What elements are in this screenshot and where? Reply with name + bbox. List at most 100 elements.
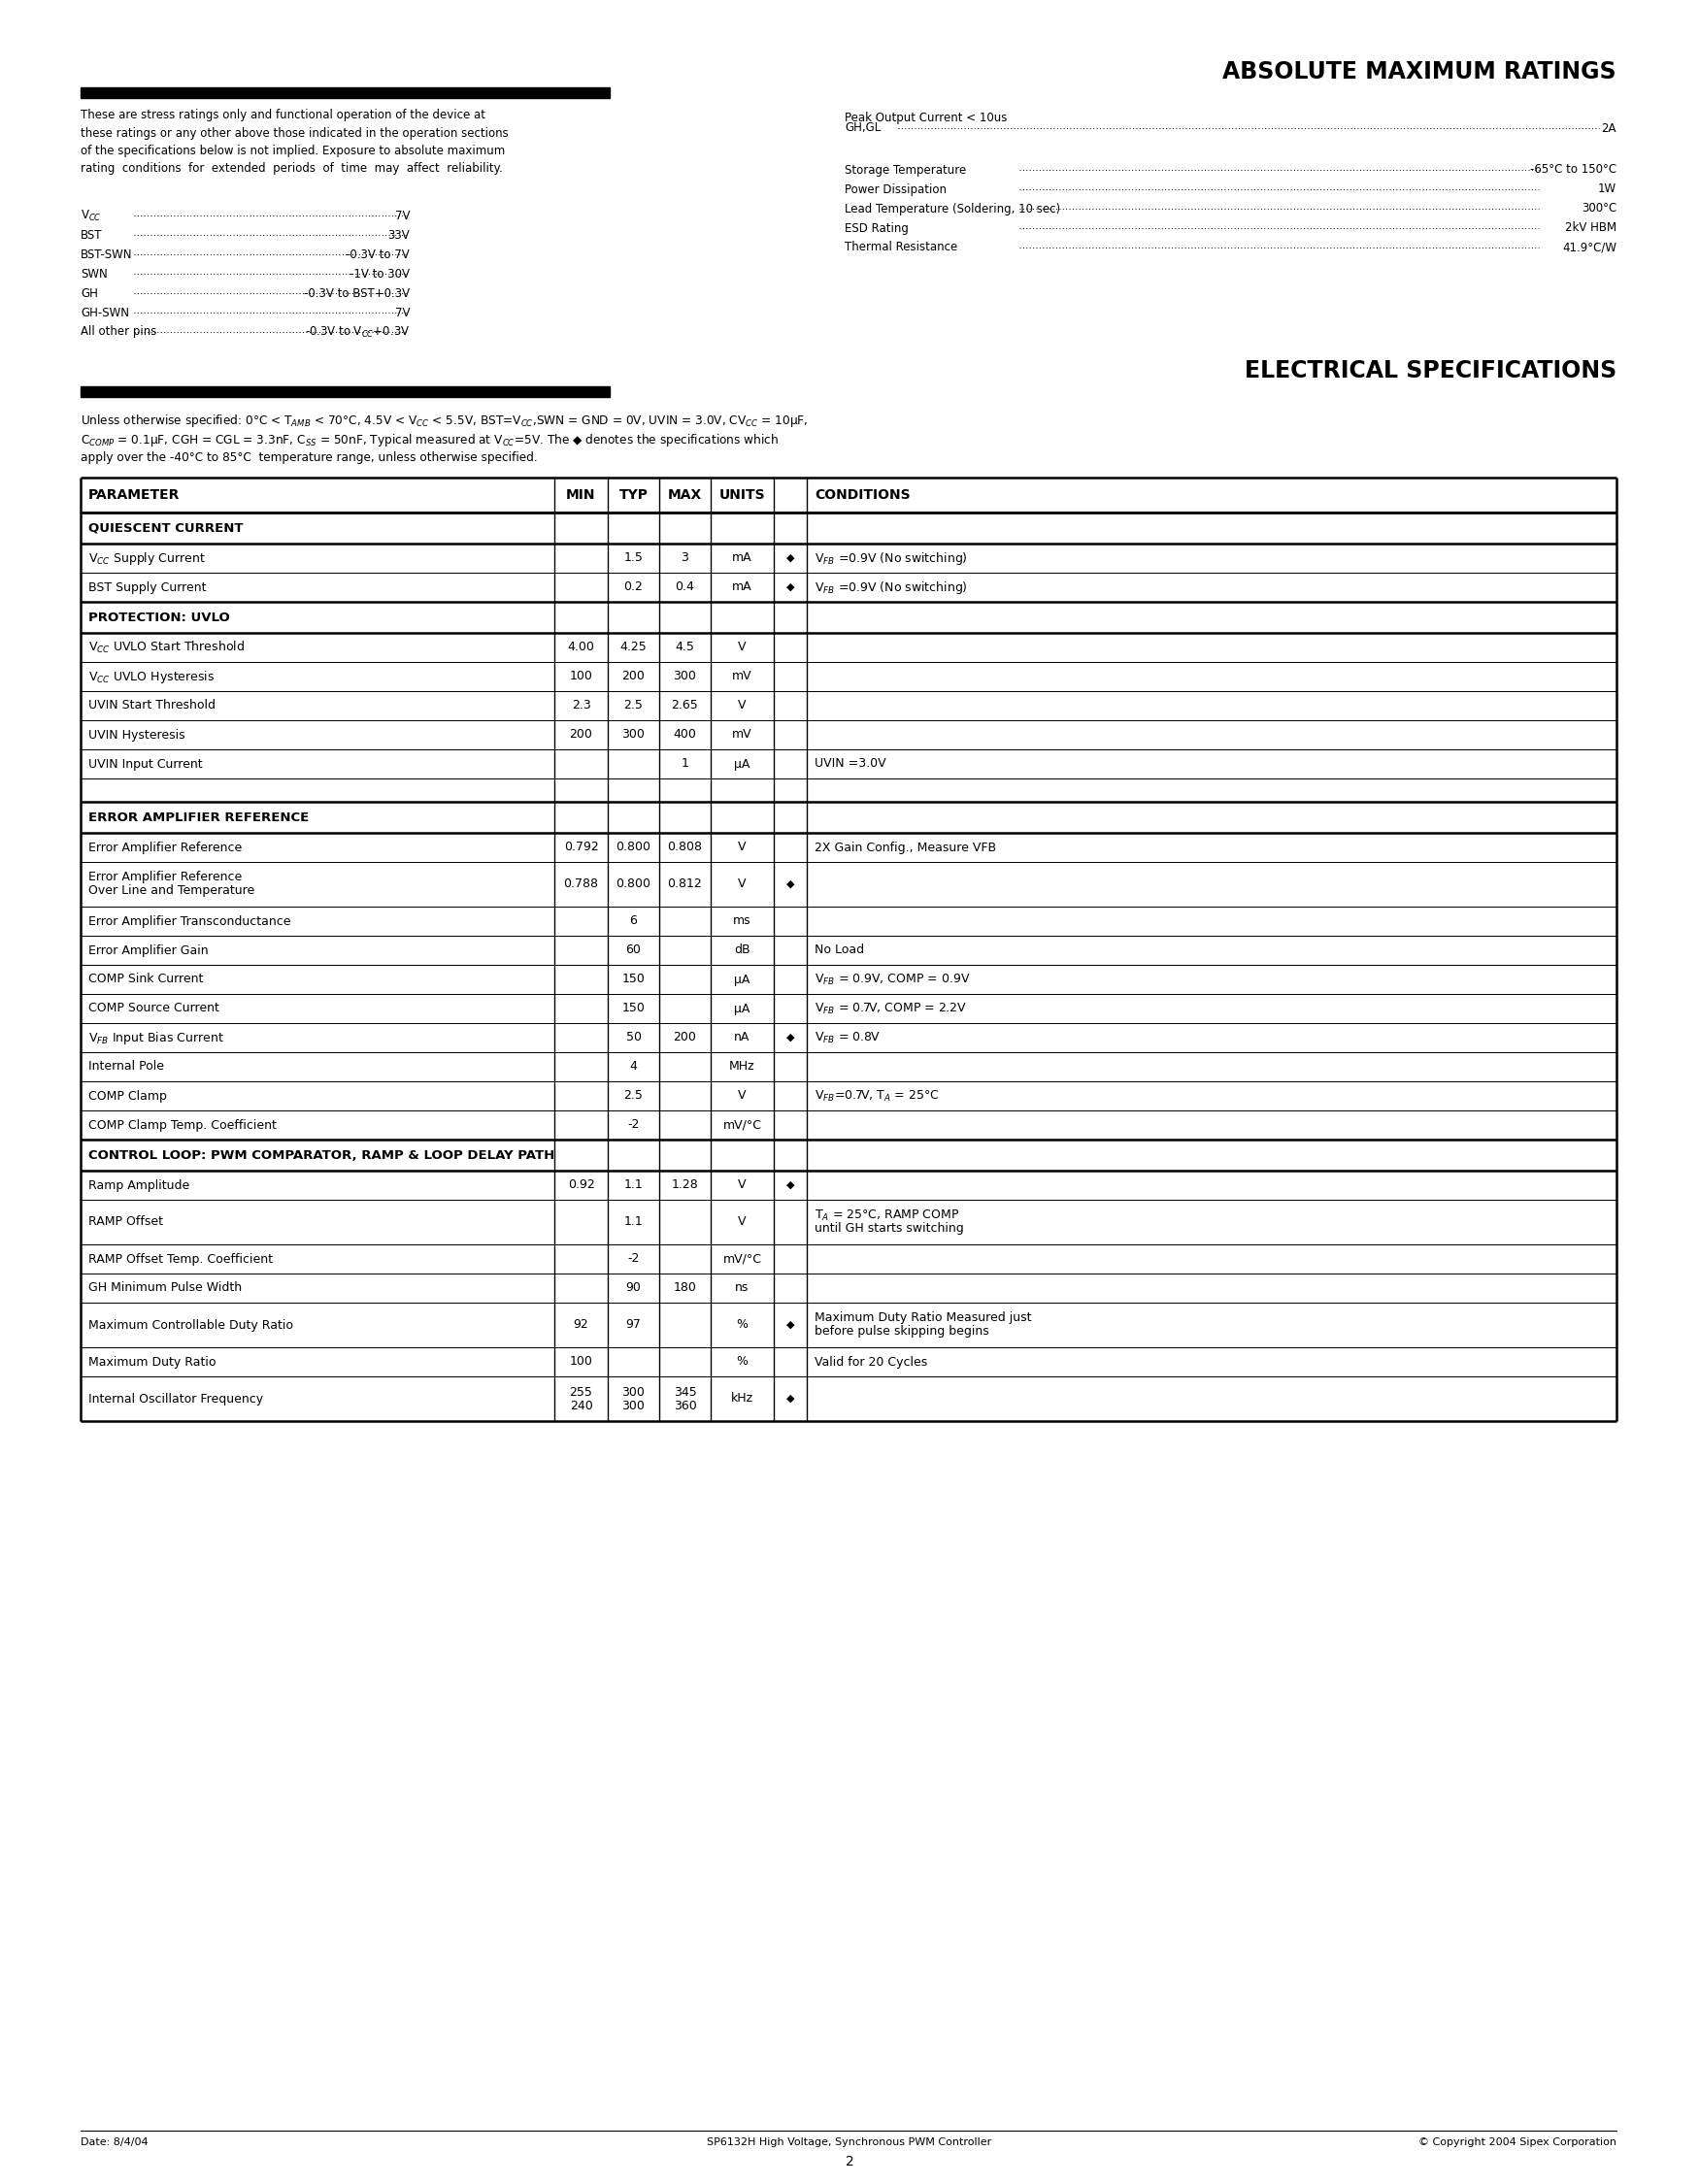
- Text: 100: 100: [569, 670, 593, 684]
- Text: Maximum Duty Ratio Measured just: Maximum Duty Ratio Measured just: [814, 1313, 1031, 1324]
- Text: V$_{FB}$ =0.9V (No switching): V$_{FB}$ =0.9V (No switching): [814, 550, 968, 566]
- Text: %: %: [736, 1356, 748, 1367]
- Text: ESD Rating: ESD Rating: [844, 223, 909, 234]
- Text: GH Minimum Pulse Width: GH Minimum Pulse Width: [88, 1282, 241, 1295]
- Text: BST-SWN: BST-SWN: [80, 249, 133, 260]
- Text: SWN: SWN: [80, 266, 107, 280]
- Text: V$_{FB}$ = 0.8V: V$_{FB}$ = 0.8V: [814, 1031, 882, 1044]
- Text: ◆: ◆: [787, 880, 795, 889]
- Text: 300: 300: [622, 729, 646, 740]
- Text: These are stress ratings only and functional operation of the device at
these ra: These are stress ratings only and functi…: [80, 109, 508, 175]
- Text: V: V: [737, 699, 746, 712]
- Text: μA: μA: [734, 974, 751, 985]
- Text: Ramp Amplitude: Ramp Amplitude: [88, 1179, 190, 1192]
- Text: ◆: ◆: [787, 553, 795, 563]
- Text: 0.92: 0.92: [567, 1179, 595, 1192]
- Bar: [80, 87, 610, 98]
- Text: 200: 200: [569, 729, 593, 740]
- Text: -1V to 30V: -1V to 30V: [350, 266, 409, 280]
- Text: V$_{FB}$ = 0.7V, COMP = 2.2V: V$_{FB}$ = 0.7V, COMP = 2.2V: [814, 1000, 967, 1016]
- Text: V: V: [737, 1216, 746, 1227]
- Text: Unless otherwise specified: 0°C < T$_{AMB}$ < 70°C, 4.5V < V$_{CC}$ < 5.5V, BST=: Unless otherwise specified: 0°C < T$_{AM…: [80, 413, 809, 428]
- Text: 0.812: 0.812: [668, 878, 702, 891]
- Text: 1.28: 1.28: [671, 1179, 698, 1192]
- Text: 100: 100: [569, 1356, 593, 1367]
- Text: 92: 92: [574, 1319, 590, 1332]
- Text: MIN: MIN: [566, 489, 596, 502]
- Text: V$_{FB}$=0.7V, T$_A$ = 25°C: V$_{FB}$=0.7V, T$_A$ = 25°C: [814, 1088, 940, 1103]
- Text: -0.3V to V$_{CC}$+0.3V: -0.3V to V$_{CC}$+0.3V: [304, 325, 409, 339]
- Text: -0.3V to BST+0.3V: -0.3V to BST+0.3V: [304, 286, 409, 299]
- Text: 4.5: 4.5: [675, 642, 695, 653]
- Text: Error Amplifier Reference: Error Amplifier Reference: [88, 871, 241, 885]
- Text: Peak Output Current < 10us: Peak Output Current < 10us: [844, 111, 1008, 124]
- Text: -65°C to 150°C: -65°C to 150°C: [1531, 164, 1616, 177]
- Text: 0.788: 0.788: [564, 878, 598, 891]
- Text: 400: 400: [673, 729, 697, 740]
- Text: BST: BST: [80, 229, 102, 240]
- Text: Thermal Resistance: Thermal Resistance: [844, 240, 958, 253]
- Text: PROTECTION: UVLO: PROTECTION: UVLO: [88, 612, 229, 625]
- Text: 360: 360: [673, 1400, 697, 1411]
- Text: V$_{FB}$ = 0.9V, COMP = 0.9V: V$_{FB}$ = 0.9V, COMP = 0.9V: [814, 972, 970, 987]
- Text: 255: 255: [569, 1385, 593, 1398]
- Text: mA: mA: [732, 581, 753, 594]
- Text: Error Amplifier Transconductance: Error Amplifier Transconductance: [88, 915, 291, 928]
- Text: Power Dissipation: Power Dissipation: [844, 183, 946, 197]
- Text: -0.3V to 7V: -0.3V to 7V: [347, 249, 409, 260]
- Text: ◆: ◆: [787, 1393, 795, 1404]
- Text: C$_{COMP}$ = 0.1μF, CGH = CGL = 3.3nF, C$_{SS}$ = 50nF, Typical measured at V$_{: C$_{COMP}$ = 0.1μF, CGH = CGL = 3.3nF, C…: [80, 432, 778, 448]
- Text: GH-SWN: GH-SWN: [80, 306, 129, 319]
- Text: UVIN =3.0V: UVIN =3.0V: [814, 758, 887, 771]
- Text: V$_{CC}$ UVLO Start Threshold: V$_{CC}$ UVLO Start Threshold: [88, 640, 245, 655]
- Text: nA: nA: [734, 1031, 751, 1044]
- Text: 300: 300: [622, 1385, 646, 1398]
- Text: Maximum Duty Ratio: Maximum Duty Ratio: [88, 1356, 216, 1367]
- Text: 60: 60: [625, 943, 641, 957]
- Text: μA: μA: [734, 758, 751, 771]
- Text: CONDITIONS: CONDITIONS: [814, 489, 911, 502]
- Text: PARAMETER: PARAMETER: [88, 489, 180, 502]
- Text: 300: 300: [622, 1400, 646, 1411]
- Text: ◆: ◆: [787, 1179, 795, 1190]
- Text: All other pins: All other pins: [80, 325, 156, 339]
- Text: BST Supply Current: BST Supply Current: [88, 581, 206, 594]
- Text: 2kV HBM: 2kV HBM: [1565, 223, 1616, 234]
- Text: GH,GL: GH,GL: [844, 122, 880, 135]
- Text: GH: GH: [80, 286, 99, 299]
- Text: 0.4: 0.4: [675, 581, 695, 594]
- Text: 2: 2: [846, 2156, 855, 2169]
- Text: kHz: kHz: [731, 1393, 753, 1404]
- Text: ELECTRICAL SPECIFICATIONS: ELECTRICAL SPECIFICATIONS: [1244, 358, 1616, 382]
- Text: ns: ns: [736, 1282, 749, 1295]
- Text: V$_{FB}$ Input Bias Current: V$_{FB}$ Input Bias Current: [88, 1029, 224, 1046]
- Text: 3: 3: [681, 553, 688, 563]
- Text: RAMP Offset: RAMP Offset: [88, 1216, 163, 1227]
- Text: Storage Temperature: Storage Temperature: [844, 164, 967, 177]
- Text: SP6132H High Voltage, Synchronous PWM Controller: SP6132H High Voltage, Synchronous PWM Co…: [707, 2138, 992, 2147]
- Text: 2.3: 2.3: [571, 699, 591, 712]
- Text: 1W: 1W: [1599, 183, 1616, 197]
- Text: %: %: [736, 1319, 748, 1332]
- Text: 200: 200: [622, 670, 646, 684]
- Text: V: V: [737, 841, 746, 854]
- Text: ms: ms: [734, 915, 751, 928]
- Text: 0.792: 0.792: [564, 841, 598, 854]
- Text: 97: 97: [625, 1319, 641, 1332]
- Text: V$_{CC}$: V$_{CC}$: [80, 207, 102, 223]
- Text: No Load: No Load: [814, 943, 865, 957]
- Text: V$_{FB}$ =0.9V (No switching): V$_{FB}$ =0.9V (No switching): [814, 579, 968, 596]
- Text: 2.65: 2.65: [671, 699, 698, 712]
- Text: UVIN Input Current: UVIN Input Current: [88, 758, 202, 771]
- Text: mV: mV: [732, 670, 753, 684]
- Text: ◆: ◆: [787, 1319, 795, 1330]
- Text: 300°C: 300°C: [1582, 203, 1616, 214]
- Text: UNITS: UNITS: [719, 489, 765, 502]
- Text: 150: 150: [622, 974, 646, 985]
- Text: 7V: 7V: [394, 210, 409, 223]
- Text: UVIN Hysteresis: UVIN Hysteresis: [88, 729, 185, 740]
- Text: 2A: 2A: [1602, 122, 1616, 135]
- Text: 50: 50: [625, 1031, 641, 1044]
- Text: 150: 150: [622, 1002, 646, 1016]
- Text: mA: mA: [732, 553, 753, 563]
